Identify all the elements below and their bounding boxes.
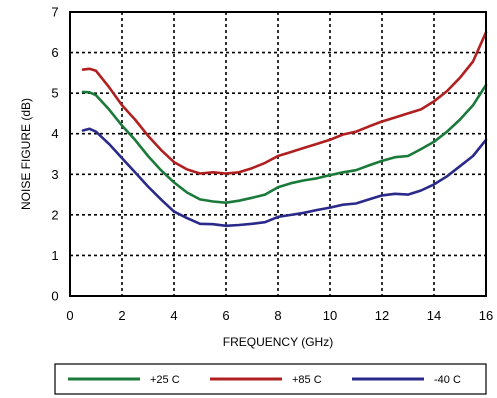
x-tick-label: 10 bbox=[323, 308, 337, 323]
x-tick-label: 6 bbox=[222, 308, 229, 323]
y-tick-label: 7 bbox=[51, 5, 58, 20]
x-tick-label: 2 bbox=[118, 308, 125, 323]
legend-label: +85 C bbox=[292, 374, 322, 386]
x-tick-label: 12 bbox=[375, 308, 389, 323]
y-tick-label: 5 bbox=[51, 86, 58, 101]
x-tick-labels: 0 2 4 6 8 10 12 14 16 bbox=[66, 308, 493, 323]
x-tick-label: 14 bbox=[427, 308, 441, 323]
y-tick-label: 3 bbox=[51, 167, 58, 182]
legend-label: +25 C bbox=[150, 374, 180, 386]
y-axis-label: NOISE FIGURE (dB) bbox=[19, 98, 33, 210]
y-tick-labels: 0 1 2 3 4 5 6 7 bbox=[51, 5, 58, 304]
legend: +25 C +85 C -40 C bbox=[54, 363, 487, 395]
x-tick-label: 8 bbox=[274, 308, 281, 323]
y-tick-label: 6 bbox=[51, 45, 58, 60]
legend-label: -40 C bbox=[434, 374, 461, 386]
grid-lines bbox=[70, 12, 486, 296]
series-lines bbox=[81, 30, 488, 228]
plot-frame bbox=[69, 11, 487, 297]
series-line-85-c bbox=[81, 30, 488, 175]
y-tick-label: 1 bbox=[51, 248, 58, 263]
series-line-25-c bbox=[81, 83, 488, 204]
y-tick-label: 2 bbox=[51, 207, 58, 222]
x-tick-label: 4 bbox=[170, 308, 177, 323]
series-line-40-c bbox=[81, 127, 488, 228]
x-axis-label: FREQUENCY (GHz) bbox=[223, 335, 333, 349]
y-tick-label: 0 bbox=[51, 289, 58, 304]
x-tick-label: 0 bbox=[66, 308, 73, 323]
x-tick-label: 16 bbox=[479, 308, 493, 323]
y-tick-label: 4 bbox=[51, 126, 58, 141]
